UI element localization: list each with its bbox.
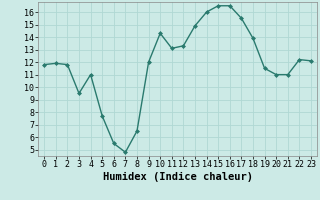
X-axis label: Humidex (Indice chaleur): Humidex (Indice chaleur) (103, 172, 252, 182)
